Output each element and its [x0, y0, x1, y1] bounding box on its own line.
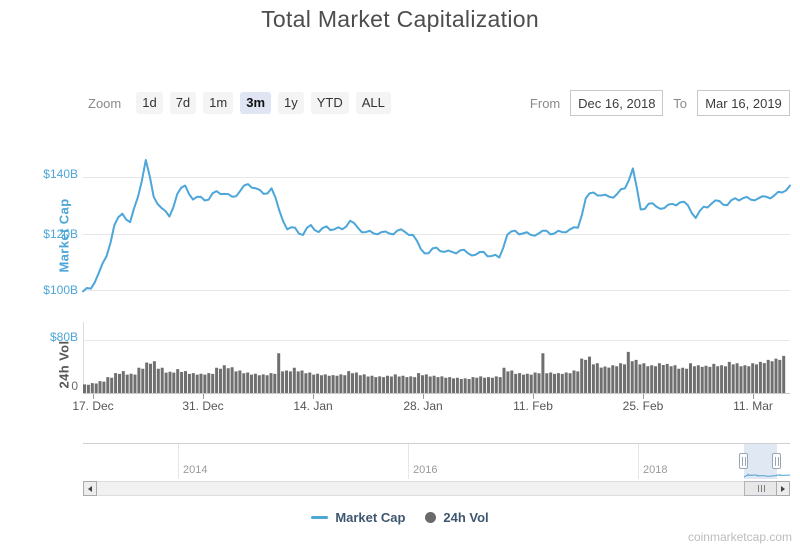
legend-item-market-cap[interactable]: Market Cap: [311, 510, 405, 525]
yaxis-tick-140b: $140B: [43, 167, 78, 181]
xaxis-tick-25feb: 25. Feb: [622, 399, 664, 413]
navigator-tick-2018: 2018: [643, 464, 668, 476]
scrollbar-thumb[interactable]: [744, 481, 778, 496]
yaxis-tick-80b: $80B: [49, 330, 78, 344]
grid-lines: [83, 177, 790, 341]
navigator-gridline-2018: [638, 444, 639, 479]
from-date-input[interactable]: [570, 90, 664, 116]
zoom-button-ytd[interactable]: YTD: [310, 92, 349, 114]
navigator-tick-2014: 2014: [183, 464, 208, 476]
to-date-input[interactable]: [697, 90, 790, 116]
zoom-button-1m[interactable]: 1m: [203, 92, 234, 114]
scrollbar-left-arrow[interactable]: [83, 481, 97, 496]
date-range-group: From To: [520, 90, 790, 116]
navigator-handle-left[interactable]: [739, 453, 748, 469]
yaxis-tick-100b: $100B: [43, 283, 78, 297]
zoom-button-group: Zoom 1d 7d 1m 3m 1y YTD ALL: [88, 90, 391, 116]
line-marker-icon: [311, 516, 329, 519]
navigator-tick-2016: 2016: [413, 464, 438, 476]
watermark: coinmarketcap.com: [687, 530, 792, 544]
navigator-gridline-2014: [178, 444, 179, 479]
navigator-selected-range[interactable]: [744, 444, 777, 479]
yaxis-tick-120b: $120B: [43, 227, 78, 241]
right-arrow-icon: [781, 485, 785, 492]
toolbar: Zoom 1d 7d 1m 3m 1y YTD ALL From To: [0, 90, 800, 116]
circle-marker-icon: [425, 512, 437, 523]
scrollbar-right-arrow[interactable]: [776, 481, 790, 496]
xaxis-tick-11feb: 11. Feb: [513, 399, 553, 413]
zoom-button-7d[interactable]: 7d: [169, 92, 197, 114]
volume-bars: [83, 351, 786, 393]
left-arrow-icon: [88, 485, 92, 492]
yaxis-tick-0: 0: [71, 379, 78, 393]
zoom-button-1y[interactable]: 1y: [278, 92, 304, 114]
xaxis-tick-11mar: 11. Mar: [733, 399, 773, 413]
legend-item-24h-vol[interactable]: 24h Vol: [425, 510, 489, 525]
navigator-handle-right[interactable]: [772, 453, 781, 469]
zoom-button-1d[interactable]: 1d: [136, 92, 163, 114]
legend: Market Cap 24h Vol: [0, 510, 800, 525]
navigator[interactable]: 2014 2016 2018: [83, 443, 790, 479]
scrollbar-track[interactable]: [83, 481, 790, 496]
legend-label-24h-vol: 24h Vol: [443, 510, 489, 525]
legend-label-market-cap: Market Cap: [335, 510, 406, 525]
xaxis-tick-28jan: 28. Jan: [403, 399, 443, 413]
to-label: To: [673, 95, 687, 111]
market-cap-line: [82, 159, 791, 293]
zoom-button-3m[interactable]: 3m: [240, 92, 272, 114]
navigator-gridline-2016: [408, 444, 409, 479]
market-cap-axis-title: Market Cap: [56, 198, 72, 273]
xaxis-tick-31dec: 31. Dec: [182, 399, 224, 413]
page-title: Total Market Capitalization: [261, 6, 539, 32]
zoom-button-all[interactable]: ALL: [355, 92, 391, 114]
xaxis-tick-17dec: 17. Dec: [72, 399, 114, 413]
xaxis-tick-14jan: 14. Jan: [293, 399, 333, 413]
from-label: From: [529, 95, 561, 111]
zoom-label: Zoom: [88, 95, 122, 111]
